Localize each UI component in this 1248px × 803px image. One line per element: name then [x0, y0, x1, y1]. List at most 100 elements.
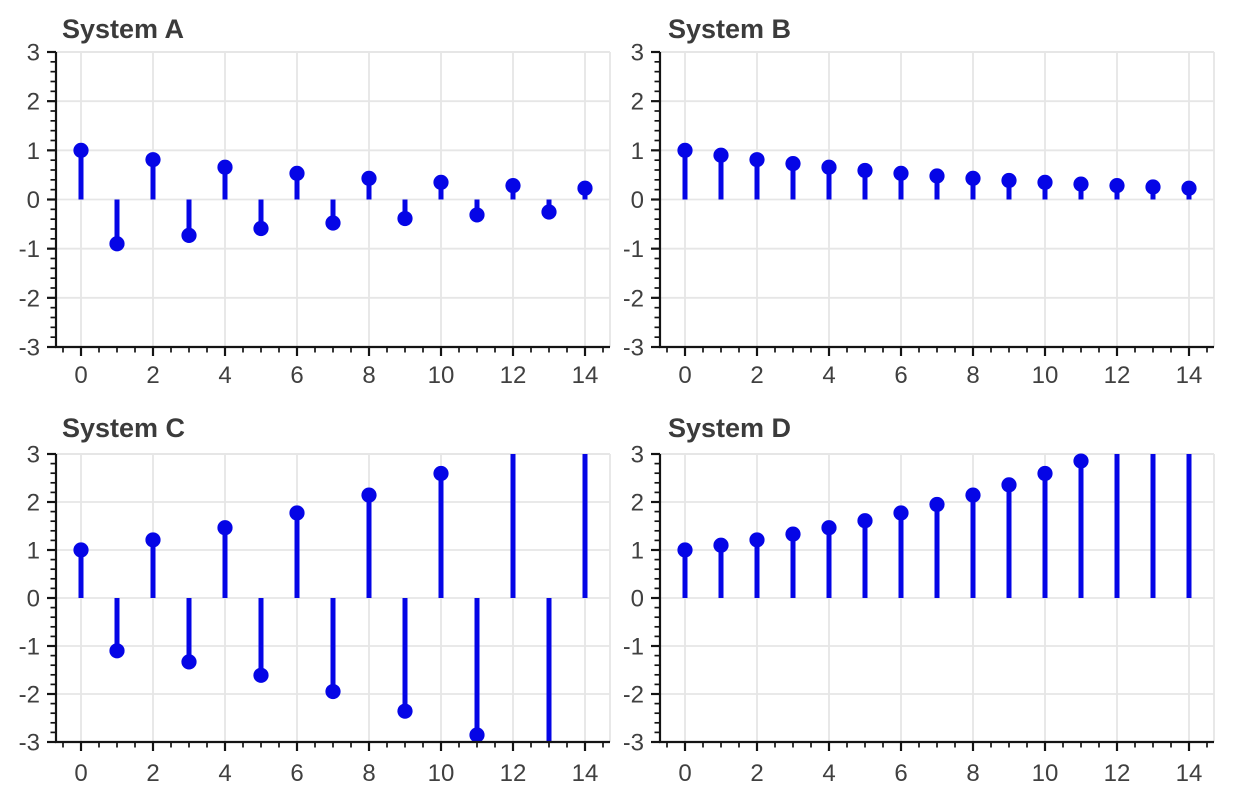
stem-marker: [505, 178, 521, 194]
y-tick-label: -3: [624, 335, 644, 362]
chart-title: System C: [62, 413, 185, 443]
stem-marker: [181, 227, 197, 243]
y-tick-label: 3: [27, 40, 40, 67]
stem-marker: [1001, 172, 1017, 189]
x-tick-label: 6: [290, 760, 303, 787]
y-tick-label: 1: [631, 138, 644, 165]
stem-marker: [965, 487, 981, 503]
x-tick-label: 2: [146, 760, 159, 787]
stem-marker: [893, 505, 909, 521]
x-tick-label: 14: [572, 760, 599, 787]
x-tick-label: 8: [362, 362, 375, 389]
y-tick-label: 2: [631, 490, 644, 517]
stem-marker: [469, 207, 485, 223]
x-tick-label: 0: [74, 760, 87, 787]
stem-marker: [433, 174, 449, 190]
stem-marker: [857, 162, 873, 179]
stem-marker: [1181, 180, 1197, 196]
x-tick-label: 0: [74, 362, 87, 389]
stem-marker: [929, 496, 945, 513]
x-tick-label: 12: [1104, 760, 1131, 787]
stem-marker: [965, 170, 981, 186]
y-tick-label: 0: [631, 187, 644, 214]
y-tick-label: -2: [19, 682, 40, 709]
y-tick-label: 0: [27, 586, 40, 613]
x-tick-label: 10: [1032, 760, 1059, 787]
stem-marker: [325, 215, 341, 231]
x-tick-label: 6: [290, 362, 303, 389]
x-tick-label: 8: [966, 362, 979, 389]
stem-marker: [145, 152, 161, 168]
panel-system-b: -3 -2 -1 0 1 2 3 0 2 4 6 8 10 12 14 System B: [624, 0, 1248, 400]
panel-system-a: -3 -2 -1 0 1 2 3 0 2 4 6 8 10 12 14 System A: [0, 0, 624, 400]
stem-marker: [821, 520, 837, 536]
stem-marker: [289, 505, 305, 521]
x-tick-label: 4: [218, 760, 231, 787]
stem-marker: [469, 727, 485, 743]
stem-marker: [677, 142, 693, 158]
x-tick-label: 10: [428, 760, 455, 787]
stem-marker: [713, 147, 729, 163]
chart-title: System D: [668, 413, 791, 443]
stem-marker: [785, 156, 801, 172]
y-tick-label: 2: [631, 89, 644, 116]
stem-marker: [289, 165, 305, 181]
y-tick-label: -1: [624, 236, 644, 263]
stem-marker: [1073, 453, 1089, 469]
stem-marker: [893, 165, 909, 181]
stem-marker: [253, 220, 269, 237]
stem-marker: [73, 542, 89, 558]
x-tick-label: 14: [572, 362, 599, 389]
stem-marker: [73, 142, 89, 158]
stem-marker: [1145, 179, 1161, 195]
y-tick-label: -3: [19, 335, 40, 362]
x-tick-label: 2: [750, 362, 763, 389]
stem-marker: [325, 683, 341, 700]
stem-marker: [749, 152, 765, 168]
stem-marker: [145, 532, 161, 548]
stem-marker: [109, 236, 125, 252]
y-tick-label: 1: [631, 538, 644, 565]
stem-marker: [109, 643, 125, 659]
stem-marker: [1073, 176, 1089, 192]
stem-marker: [217, 159, 233, 175]
y-tick-label: 3: [631, 442, 644, 469]
stem-marker: [397, 210, 413, 227]
x-tick-label: 14: [1176, 362, 1203, 389]
stem-marker: [1109, 178, 1125, 194]
stem-marker: [361, 170, 377, 186]
x-tick-label: 14: [1176, 760, 1203, 787]
x-tick-label: 12: [1104, 362, 1131, 389]
stem-marker: [397, 703, 413, 719]
stem-marker: [181, 654, 197, 670]
y-tick-label: 0: [631, 586, 644, 613]
panel-system-d: -3 -2 -1 0 1 2 3 0 2 4 6 8 10 12 14 System D: [624, 400, 1248, 803]
stem-marker: [433, 465, 449, 482]
y-tick-label: 0: [27, 187, 40, 214]
y-tick-label: -1: [19, 634, 40, 661]
stem-marker: [677, 542, 693, 558]
x-tick-label: 2: [146, 362, 159, 389]
x-tick-label: 6: [894, 760, 907, 787]
x-tick-label: 6: [894, 362, 907, 389]
y-tick-label: 2: [27, 490, 40, 517]
y-tick-label: 3: [631, 40, 644, 67]
x-tick-label: 10: [428, 362, 455, 389]
y-tick-label: -2: [624, 682, 644, 709]
y-tick-label: -2: [624, 285, 644, 312]
x-tick-label: 8: [966, 760, 979, 787]
y-tick-label: -3: [624, 730, 644, 757]
x-tick-label: 0: [678, 362, 691, 389]
stem-marker: [929, 168, 945, 184]
stem-marker: [821, 159, 837, 175]
stem-marker: [577, 180, 593, 196]
x-tick-label: 4: [822, 760, 835, 787]
x-tick-label: 4: [218, 362, 231, 389]
y-tick-label: 1: [27, 138, 40, 165]
y-tick-label: 3: [27, 442, 40, 469]
panel-system-c: -3 -2 -1 0 1 2 3 0 2 4 6 8 10 12 14 System C: [0, 400, 624, 803]
